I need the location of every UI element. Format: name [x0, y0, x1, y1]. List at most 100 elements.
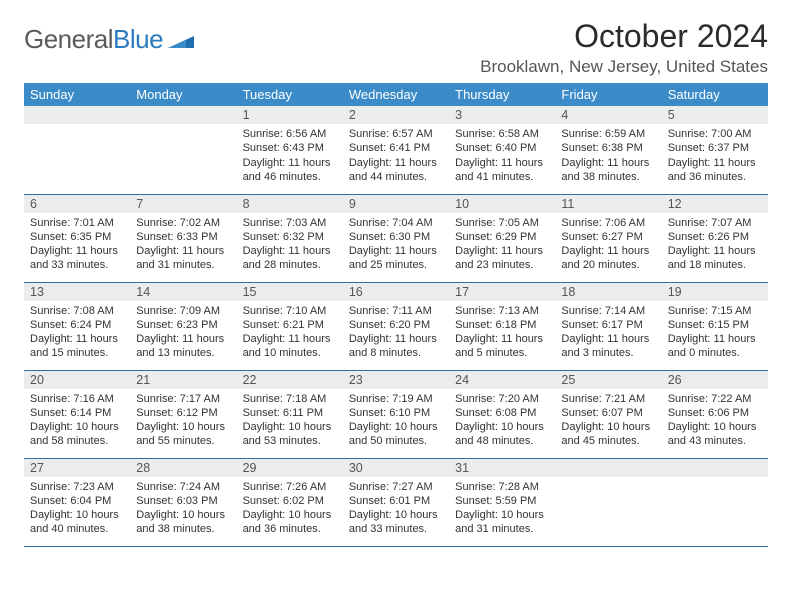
- calendar-row: 13Sunrise: 7:08 AMSunset: 6:24 PMDayligh…: [24, 282, 768, 370]
- day-number: [555, 459, 661, 477]
- daylight-text: Daylight: 11 hours and 13 minutes.: [136, 332, 230, 361]
- logo-word1: General: [24, 24, 113, 54]
- day-number: 20: [24, 371, 130, 389]
- day-number: 18: [555, 283, 661, 301]
- weekday-header: Thursday: [449, 83, 555, 106]
- calendar-cell: 5Sunrise: 7:00 AMSunset: 6:37 PMDaylight…: [662, 106, 768, 194]
- sunset-text: Sunset: 6:04 PM: [30, 494, 124, 508]
- sunrise-text: Sunrise: 7:05 AM: [455, 216, 549, 230]
- day-data: Sunrise: 7:10 AMSunset: 6:21 PMDaylight:…: [237, 301, 343, 365]
- calendar-cell: 9Sunrise: 7:04 AMSunset: 6:30 PMDaylight…: [343, 194, 449, 282]
- daylight-text: Daylight: 10 hours and 53 minutes.: [243, 420, 337, 449]
- day-number: 3: [449, 106, 555, 124]
- sunset-text: Sunset: 6:10 PM: [349, 406, 443, 420]
- sunrise-text: Sunrise: 7:03 AM: [243, 216, 337, 230]
- daylight-text: Daylight: 11 hours and 0 minutes.: [668, 332, 762, 361]
- calendar-cell: 18Sunrise: 7:14 AMSunset: 6:17 PMDayligh…: [555, 282, 661, 370]
- sunset-text: Sunset: 6:43 PM: [243, 141, 337, 155]
- day-data: Sunrise: 7:01 AMSunset: 6:35 PMDaylight:…: [24, 213, 130, 277]
- calendar-row: 20 Sunrise: 7:16 AMSunset: 6:14 PM Dayligh…: [24, 370, 768, 458]
- sunset-text: Sunset: 6:23 PM: [136, 318, 230, 332]
- sunrise-text: Sunrise: 7:19 AM: [349, 392, 443, 406]
- daylight-text: Daylight: 11 hours and 41 minutes.: [455, 156, 549, 185]
- sunrise-text: Sunrise: 7:10 AM: [243, 304, 337, 318]
- calendar-row: 1Sunrise: 6:56 AMSunset: 6:43 PMDaylight…: [24, 106, 768, 194]
- calendar-cell: 27Sunrise: 7:23 AMSunset: 6:04 PMDayligh…: [24, 458, 130, 546]
- sunrise-text: Sunrise: 7:28 AM: [455, 480, 549, 494]
- day-data: Sunrise: 7:11 AMSunset: 6:20 PMDaylight:…: [343, 301, 449, 365]
- day-number: [130, 106, 236, 124]
- daylight-text: Daylight: 10 hours and 50 minutes.: [349, 420, 443, 449]
- daylight-text: Daylight: 10 hours and 36 minutes.: [243, 508, 337, 537]
- day-data: Sunrise: 7:18 AMSunset: 6:11 PMDaylight:…: [237, 389, 343, 453]
- day-data: Sunrise: 7:03 AMSunset: 6:32 PMDaylight:…: [237, 213, 343, 277]
- sunset-text: Sunset: 6:24 PM: [30, 318, 124, 332]
- sunrise-text: Sunrise: 6:57 AM: [349, 127, 443, 141]
- calendar-table: SundayMondayTuesdayWednesdayThursdayFrid…: [24, 83, 768, 547]
- sunset-text: Sunset: 6:32 PM: [243, 230, 337, 244]
- calendar-cell: 25Sunrise: 7:21 AMSunset: 6:07 PMDayligh…: [555, 370, 661, 458]
- daylight-text: Daylight: 11 hours and 33 minutes.: [30, 244, 124, 273]
- calendar-row: 27Sunrise: 7:23 AMSunset: 6:04 PMDayligh…: [24, 458, 768, 546]
- day-number: 1: [237, 106, 343, 124]
- sunrise-text: Sunrise: 7:06 AM: [561, 216, 655, 230]
- calendar-head: SundayMondayTuesdayWednesdayThursdayFrid…: [24, 83, 768, 106]
- sunrise-text: Sunrise: 7:21 AM: [561, 392, 655, 406]
- day-number: 31: [449, 459, 555, 477]
- calendar-cell: [24, 106, 130, 194]
- sunrise-text: Sunrise: 7:17 AM: [136, 392, 230, 406]
- sunset-text: Sunset: 6:01 PM: [349, 494, 443, 508]
- daylight-text: Daylight: 10 hours and 55 minutes.: [136, 420, 230, 449]
- sunrise-text: Sunrise: 6:59 AM: [561, 127, 655, 141]
- day-number: 26: [662, 371, 768, 389]
- day-number: 6: [24, 195, 130, 213]
- logo-text: GeneralBlue: [24, 24, 163, 55]
- calendar-cell: 22Sunrise: 7:18 AMSunset: 6:11 PMDayligh…: [237, 370, 343, 458]
- calendar-cell: [130, 106, 236, 194]
- day-number: [24, 106, 130, 124]
- day-number: 5: [662, 106, 768, 124]
- daylight-text: Daylight: 11 hours and 44 minutes.: [349, 156, 443, 185]
- day-number: 14: [130, 283, 236, 301]
- sunset-text: Sunset: 6:03 PM: [136, 494, 230, 508]
- calendar-cell: 29Sunrise: 7:26 AMSunset: 6:02 PMDayligh…: [237, 458, 343, 546]
- calendar-cell: 12Sunrise: 7:07 AMSunset: 6:26 PMDayligh…: [662, 194, 768, 282]
- day-number: [662, 459, 768, 477]
- day-number: 17: [449, 283, 555, 301]
- day-data: Sunrise: 6:58 AMSunset: 6:40 PMDaylight:…: [449, 124, 555, 188]
- calendar-cell: 19Sunrise: 7:15 AMSunset: 6:15 PMDayligh…: [662, 282, 768, 370]
- day-number: 22: [237, 371, 343, 389]
- sunrise-text: Sunrise: 7:27 AM: [349, 480, 443, 494]
- day-data: Sunrise: 7:04 AMSunset: 6:30 PMDaylight:…: [343, 213, 449, 277]
- day-data: Sunrise: 7:26 AMSunset: 6:02 PMDaylight:…: [237, 477, 343, 541]
- sunset-text: Sunset: 6:14 PM: [30, 406, 124, 420]
- sunrise-text: Sunrise: 7:18 AM: [243, 392, 337, 406]
- logo-word2: Blue: [113, 24, 163, 54]
- calendar-cell: 7Sunrise: 7:02 AMSunset: 6:33 PMDaylight…: [130, 194, 236, 282]
- weekday-header: Monday: [130, 83, 236, 106]
- weekday-header: Wednesday: [343, 83, 449, 106]
- day-number: 4: [555, 106, 661, 124]
- sunset-text: Sunset: 6:06 PM: [668, 406, 762, 420]
- calendar-cell: 21Sunrise: 7:17 AMSunset: 6:12 PMDayligh…: [130, 370, 236, 458]
- day-number: 9: [343, 195, 449, 213]
- day-number: 11: [555, 195, 661, 213]
- day-data: Sunrise: 7:07 AMSunset: 6:26 PMDaylight:…: [662, 213, 768, 277]
- day-data: Sunrise: 7:22 AMSunset: 6:06 PMDaylight:…: [662, 389, 768, 453]
- day-data: Sunrise: 6:59 AMSunset: 6:38 PMDaylight:…: [555, 124, 661, 188]
- sunset-text: Sunset: 6:30 PM: [349, 230, 443, 244]
- day-data: Sunrise: 6:56 AMSunset: 6:43 PMDaylight:…: [237, 124, 343, 188]
- calendar-cell: 17Sunrise: 7:13 AMSunset: 6:18 PMDayligh…: [449, 282, 555, 370]
- weekday-header: Sunday: [24, 83, 130, 106]
- daylight-text: Daylight: 10 hours and 40 minutes.: [30, 508, 124, 537]
- sunset-text: Sunset: 6:12 PM: [136, 406, 230, 420]
- day-number: 29: [237, 459, 343, 477]
- calendar-cell: 2Sunrise: 6:57 AMSunset: 6:41 PMDaylight…: [343, 106, 449, 194]
- day-data: Sunrise: 7:15 AMSunset: 6:15 PMDaylight:…: [662, 301, 768, 365]
- day-data: Sunrise: 7:27 AMSunset: 6:01 PMDaylight:…: [343, 477, 449, 541]
- day-data: Sunrise: 6:57 AMSunset: 6:41 PMDaylight:…: [343, 124, 449, 188]
- daylight-text: Daylight: 10 hours and 38 minutes.: [136, 508, 230, 537]
- sunrise-text: Sunrise: 7:16 AM: [30, 392, 124, 406]
- logo-mark-icon: [168, 30, 194, 48]
- day-data: Sunrise: 7:23 AMSunset: 6:04 PMDaylight:…: [24, 477, 130, 541]
